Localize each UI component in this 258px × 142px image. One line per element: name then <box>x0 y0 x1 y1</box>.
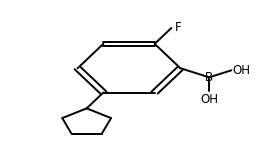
Text: F: F <box>175 21 181 34</box>
Text: OH: OH <box>200 93 218 106</box>
Text: B: B <box>205 71 213 84</box>
Text: OH: OH <box>233 64 251 77</box>
